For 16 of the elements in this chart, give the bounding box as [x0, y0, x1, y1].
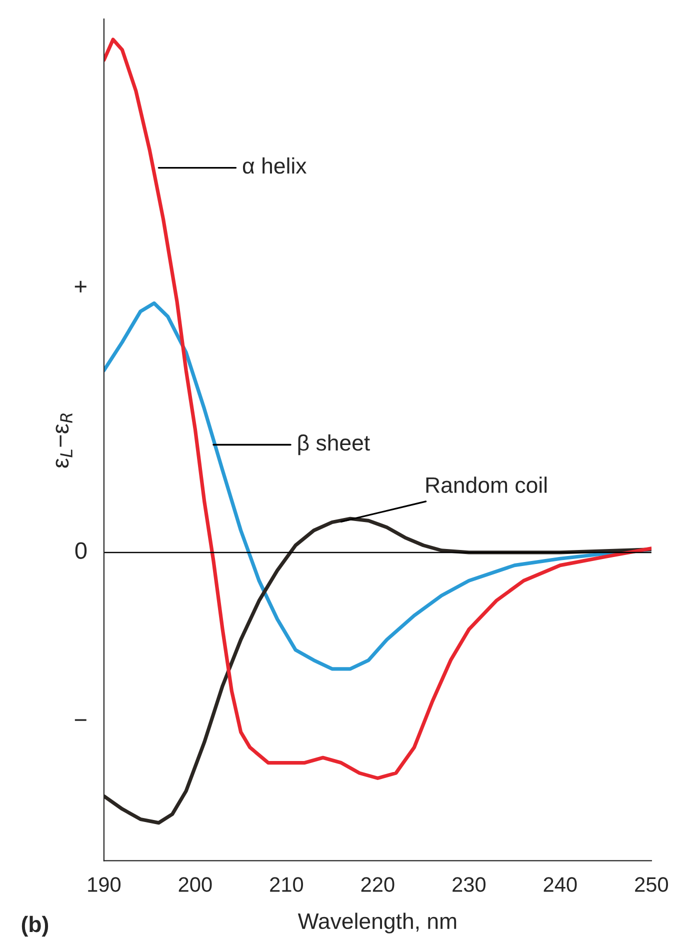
text: (b) [22, 916, 48, 937]
x-tick-label: 190 [88, 877, 121, 892]
annotation: α helix [242, 157, 307, 174]
x-tick-label: 230 [452, 877, 486, 892]
text: + [74, 280, 86, 292]
x-tick-label: 240 [544, 877, 577, 892]
x-tick-label: 200 [178, 877, 212, 892]
text: − [74, 719, 86, 721]
annotation: β sheet [298, 434, 370, 456]
x-axis-title: Wavelength, nm [298, 912, 456, 934]
x-tick-label: 210 [270, 877, 304, 892]
y-axis-title: ε$_{L}$−ε$_{R}$ [56, 413, 72, 468]
text: 0 [75, 542, 87, 559]
x-tick-label: 250 [635, 877, 668, 892]
x-tick-label: 220 [361, 877, 394, 892]
annotation: Random coil [426, 476, 547, 493]
